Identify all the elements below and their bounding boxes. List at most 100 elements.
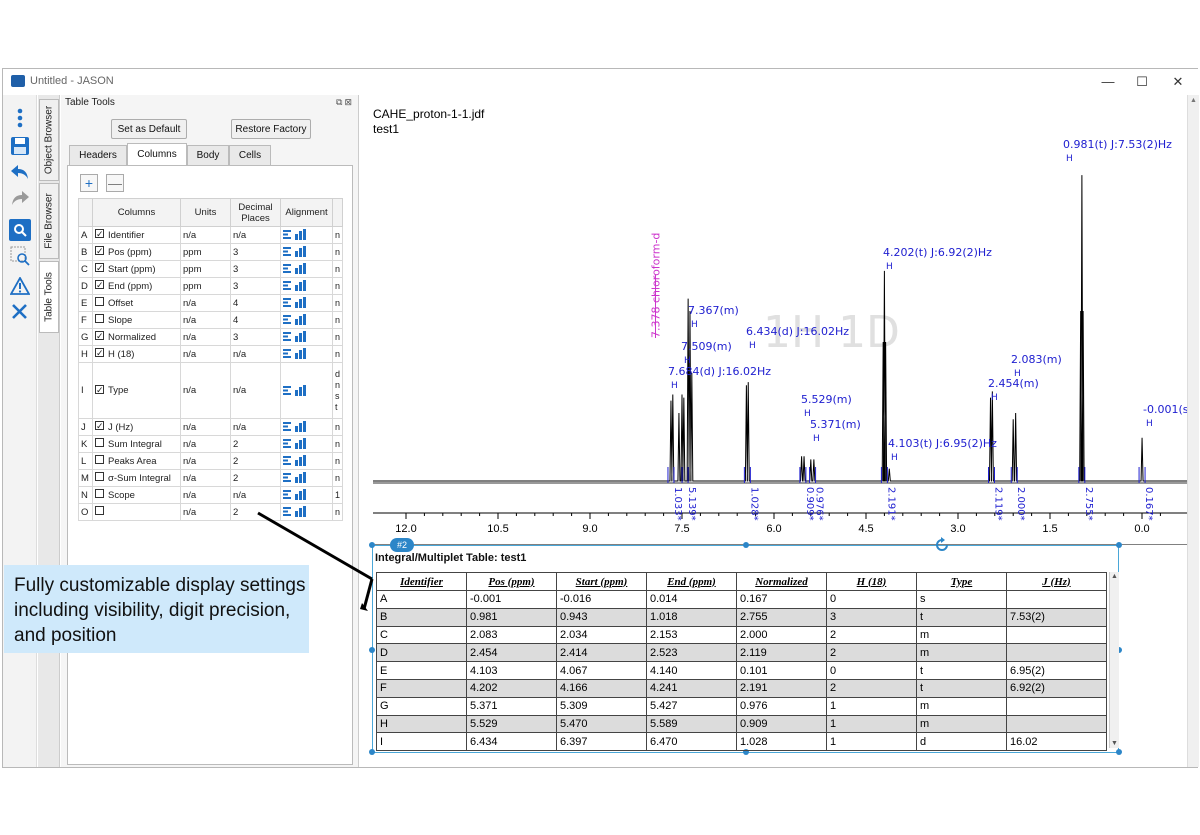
column-units[interactable]: ppm — [180, 243, 231, 261]
alignment-icon[interactable] — [283, 421, 309, 433]
visibility-checkbox[interactable] — [95, 455, 104, 465]
scroll-up-icon[interactable]: ▲ — [1111, 573, 1118, 580]
column-row[interactable]: A ✓ Identifier n/a n/a n — [78, 226, 344, 244]
column-row[interactable]: N Scope n/a n/a 1 — [78, 486, 344, 504]
alignment-cell[interactable] — [280, 345, 333, 363]
column-name-cell[interactable]: ✓ Pos (ppm) — [92, 243, 181, 261]
column-decimal[interactable]: 4 — [230, 311, 281, 329]
column-units[interactable]: n/a — [180, 294, 231, 312]
alignment-icon[interactable] — [283, 263, 309, 275]
tab-file-browser[interactable]: File Browser — [39, 183, 59, 259]
alignment-cell[interactable] — [280, 435, 333, 453]
column-units[interactable]: n/a — [180, 452, 231, 470]
column-name-cell[interactable]: ✓ Start (ppm) — [92, 260, 181, 278]
column-units[interactable]: n/a — [180, 328, 231, 346]
table-row[interactable]: A -0.001 -0.016 0.014 0.167 0 s — [376, 590, 1107, 609]
column-name-cell[interactable]: ✓ J (Hz) — [92, 418, 181, 436]
alignment-cell[interactable] — [280, 503, 333, 521]
table-row[interactable]: H 5.529 5.470 5.589 0.909 1 m — [376, 714, 1107, 734]
alignment-icon[interactable] — [283, 455, 309, 467]
visibility-checkbox[interactable] — [95, 489, 104, 499]
table-row[interactable]: D 2.454 2.414 2.523 2.119 2 m — [376, 643, 1107, 663]
alignment-cell[interactable] — [280, 226, 333, 244]
alignment-icon[interactable] — [283, 331, 309, 343]
table-row[interactable]: F 4.202 4.166 4.241 2.191 2 t 6.92(2) — [376, 678, 1107, 698]
panel-window-buttons[interactable]: ⧉⊠ — [336, 97, 354, 107]
column-decimal[interactable]: 2 — [230, 452, 281, 470]
column-units[interactable]: n/a — [180, 311, 231, 329]
zoom-icon[interactable] — [9, 219, 31, 241]
alignment-icon[interactable] — [283, 506, 309, 518]
visibility-checkbox-checked[interactable]: ✓ — [95, 421, 104, 432]
resize-handle[interactable] — [369, 542, 375, 548]
column-decimal[interactable]: n/a — [230, 418, 281, 436]
alignment-icon[interactable] — [283, 348, 309, 360]
column-decimal[interactable]: 4 — [230, 294, 281, 312]
column-row[interactable]: G ✓ Normalized n/a 3 n — [78, 328, 344, 346]
alignment-icon[interactable] — [283, 297, 309, 309]
visibility-checkbox-checked[interactable]: ✓ — [95, 280, 104, 291]
visibility-checkbox-checked[interactable]: ✓ — [95, 348, 104, 359]
column-name-cell[interactable]: Peaks Area — [92, 452, 181, 470]
alignment-cell[interactable] — [280, 452, 333, 470]
alignment-cell[interactable] — [280, 362, 333, 419]
column-decimal[interactable]: 2 — [230, 469, 281, 487]
column-row[interactable]: L Peaks Area n/a 2 n — [78, 452, 344, 470]
resize-handle[interactable] — [743, 749, 749, 755]
tools-icon[interactable] — [9, 301, 31, 323]
alignment-icon[interactable] — [283, 438, 309, 450]
alignment-cell[interactable] — [280, 243, 333, 261]
rotate-icon[interactable] — [933, 536, 951, 554]
visibility-checkbox[interactable] — [95, 506, 104, 516]
tab-object-browser[interactable]: Object Browser — [39, 99, 59, 181]
main-scrollbar[interactable]: ▲ — [1187, 95, 1199, 767]
alignment-icon[interactable] — [283, 472, 309, 484]
alignment-cell[interactable] — [280, 486, 333, 504]
visibility-checkbox[interactable] — [95, 297, 104, 307]
resize-handle[interactable] — [1116, 647, 1122, 653]
column-name-cell[interactable]: ✓ End (ppm) — [92, 277, 181, 295]
visibility-checkbox[interactable] — [95, 314, 104, 324]
column-row[interactable]: E Offset n/a 4 n — [78, 294, 344, 312]
column-decimal[interactable]: 3 — [230, 260, 281, 278]
column-decimal[interactable]: n/a — [230, 362, 281, 419]
column-name-cell[interactable]: Slope — [92, 311, 181, 329]
column-row[interactable]: J ✓ J (Hz) n/a n/a n — [78, 418, 344, 436]
column-name-cell[interactable]: ✓ Identifier — [92, 226, 181, 244]
column-decimal[interactable]: 3 — [230, 328, 281, 346]
visibility-checkbox-checked[interactable]: ✓ — [95, 263, 104, 274]
alignment-icon[interactable] — [283, 314, 309, 326]
alignment-cell[interactable] — [280, 294, 333, 312]
column-row[interactable]: F Slope n/a 4 n — [78, 311, 344, 329]
more-icon[interactable] — [9, 107, 31, 129]
column-units[interactable]: ppm — [180, 277, 231, 295]
visibility-checkbox[interactable] — [95, 472, 104, 482]
column-row[interactable]: I ✓ Type n/a n/a d n s t — [78, 362, 344, 419]
tab-headers[interactable]: Headers — [69, 145, 127, 165]
column-row[interactable]: K Sum Integral n/a 2 n — [78, 435, 344, 453]
table-row[interactable]: B 0.981 0.943 1.018 2.755 3 t 7.53(2) — [376, 607, 1107, 627]
tab-body[interactable]: Body — [187, 145, 229, 165]
table-row[interactable]: C 2.083 2.034 2.153 2.000 2 m — [376, 625, 1107, 645]
alignment-icon[interactable] — [283, 229, 309, 241]
restore-factory-button[interactable]: Restore Factory — [231, 119, 311, 139]
column-name-cell[interactable]: Scope — [92, 486, 181, 504]
alignment-icon[interactable] — [283, 384, 309, 396]
alignment-cell[interactable] — [280, 418, 333, 436]
visibility-checkbox-checked[interactable]: ✓ — [95, 229, 104, 240]
alignment-cell[interactable] — [280, 277, 333, 295]
add-column-button[interactable]: + — [80, 174, 98, 192]
resize-handle[interactable] — [369, 749, 375, 755]
undo-icon[interactable] — [9, 161, 31, 183]
column-row[interactable]: H ✓ H (18) n/a n/a n — [78, 345, 344, 363]
scroll-up-icon[interactable]: ▲ — [1190, 97, 1197, 104]
tab-table-tools[interactable]: Table Tools — [39, 261, 59, 333]
alignment-cell[interactable] — [280, 328, 333, 346]
column-name-cell[interactable]: ✓ Normalized — [92, 328, 181, 346]
column-row[interactable]: B ✓ Pos (ppm) ppm 3 n — [78, 243, 344, 261]
column-units[interactable]: n/a — [180, 418, 231, 436]
scroll-down-icon[interactable]: ▼ — [1111, 740, 1118, 747]
visibility-checkbox-checked[interactable]: ✓ — [95, 384, 104, 395]
